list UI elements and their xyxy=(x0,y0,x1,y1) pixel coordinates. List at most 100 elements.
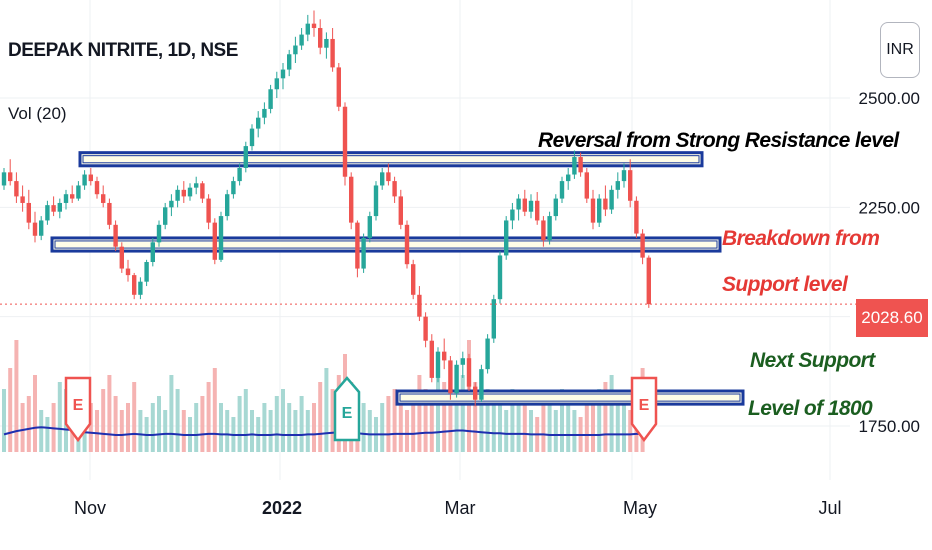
volume-bar xyxy=(157,396,161,452)
volume-bar xyxy=(491,396,496,452)
volume-bar xyxy=(591,396,595,452)
candle-body xyxy=(311,23,317,29)
candle-body xyxy=(559,181,565,199)
candle-body xyxy=(212,222,217,260)
candle-body xyxy=(107,202,112,225)
candle-body xyxy=(293,45,298,55)
candle-body xyxy=(1,172,7,186)
volume-bar xyxy=(529,410,533,452)
volume-bar xyxy=(405,410,409,452)
candle-body xyxy=(479,369,484,400)
candle-body xyxy=(32,222,38,236)
candle-body xyxy=(578,157,583,173)
chart-title: DEEPAK NITRITE, 1D, NSE xyxy=(8,40,238,61)
candle-body xyxy=(491,299,496,339)
candle-body xyxy=(392,181,397,197)
annotation-breakdown-line1: Breakdown from xyxy=(722,227,880,250)
volume-bar xyxy=(498,403,502,452)
marker-shape xyxy=(630,376,658,443)
annotation-resistance: Reversal from Strong Resistance level xyxy=(538,129,899,152)
volume-bar xyxy=(219,403,223,452)
candle-body xyxy=(572,157,577,175)
candle-body xyxy=(57,202,62,212)
candle-body xyxy=(225,194,230,217)
volume-bar xyxy=(33,375,37,452)
volume-bar xyxy=(553,410,558,452)
y-tick-label: 2500.00 xyxy=(859,89,920,108)
volume-bar xyxy=(107,375,112,452)
candle-body xyxy=(429,340,434,378)
volume-bar xyxy=(392,389,397,452)
volume-bar xyxy=(138,410,143,452)
volume-bar xyxy=(150,403,155,452)
volume-bar xyxy=(603,382,608,452)
volume-bar xyxy=(14,340,19,452)
support-resistance-zones xyxy=(50,151,745,406)
volume-bar xyxy=(57,382,62,452)
candle-body xyxy=(94,181,100,195)
candle-body xyxy=(206,198,211,223)
candle-body xyxy=(249,128,255,147)
volume-bar xyxy=(39,410,44,452)
candle-body xyxy=(466,358,472,387)
marker-shape xyxy=(333,376,361,442)
zone-inner xyxy=(54,240,718,249)
candle-body xyxy=(411,264,416,295)
candle-body xyxy=(609,189,614,210)
volume-bar xyxy=(169,375,174,452)
candle-body xyxy=(231,181,236,195)
volume-bar xyxy=(281,389,285,452)
volume-bar xyxy=(2,389,6,452)
volume-bar xyxy=(560,389,564,452)
volume-bar xyxy=(324,368,329,452)
volume-bar xyxy=(436,368,440,452)
candle-body xyxy=(541,220,546,241)
y-axis: 2500.00 2250.00 1750.00 xyxy=(859,89,920,436)
volume-bar xyxy=(510,389,515,452)
x-tick-label: Jul xyxy=(818,498,841,518)
volume-bar xyxy=(473,382,478,452)
candle-body xyxy=(628,170,633,201)
volume-bar xyxy=(386,396,391,452)
currency-button[interactable]: INR xyxy=(880,22,920,78)
volume-bar xyxy=(479,403,484,452)
volume-bar xyxy=(119,410,124,452)
volume-bar xyxy=(262,403,267,452)
candle-body xyxy=(243,146,248,168)
volume-bar xyxy=(423,389,428,452)
volume-bar xyxy=(312,403,316,452)
earnings-marker-1: E xyxy=(64,376,92,443)
earnings-marker-2: E xyxy=(333,376,361,442)
candle-body xyxy=(342,106,348,177)
zone-inner xyxy=(399,393,741,402)
candle-body xyxy=(169,200,174,208)
volume-bar xyxy=(628,410,633,452)
candle-body xyxy=(82,174,87,186)
x-tick-label: May xyxy=(623,498,657,518)
y-tick-label: 1750.00 xyxy=(859,417,920,436)
volume-bar xyxy=(485,389,490,452)
candle-body xyxy=(70,194,75,199)
volume-bar xyxy=(547,403,552,452)
candle-body xyxy=(603,198,608,210)
candle-body xyxy=(615,181,620,190)
candle-body xyxy=(454,364,459,394)
volume-bar xyxy=(572,410,577,452)
candle-body xyxy=(336,67,341,107)
x-tick-label: Nov xyxy=(74,498,106,518)
volume-ma-line xyxy=(3,426,643,436)
volume-bar xyxy=(8,368,13,452)
volume-bar xyxy=(411,396,416,452)
volume-bar xyxy=(615,396,620,452)
candle-body xyxy=(590,198,596,223)
candle-body xyxy=(8,172,13,182)
annotation-support-line1: Next Support xyxy=(750,349,875,372)
candle-body xyxy=(262,108,267,118)
candle-body xyxy=(460,358,465,365)
candle-body xyxy=(14,181,19,197)
candle-body xyxy=(119,246,124,269)
current-price-label: 2028.60 xyxy=(856,299,928,337)
candle-body xyxy=(218,216,224,260)
candle-body xyxy=(621,170,627,182)
